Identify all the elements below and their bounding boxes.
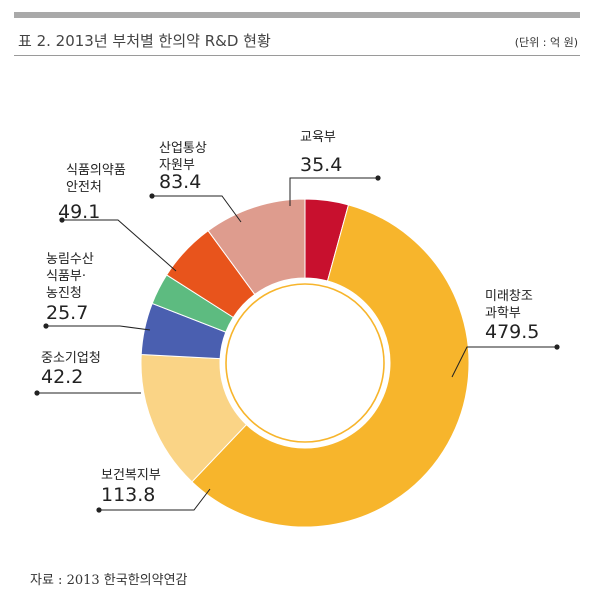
- slice-label: 식품의약품 안전처: [66, 163, 126, 195]
- leader-line: [99, 488, 211, 511]
- slice-label: 미래창조 과학부: [485, 289, 533, 321]
- donut-slice: [207, 198, 306, 296]
- slice-value-label: 49.1: [58, 201, 100, 223]
- slice-label: 산업통상 자원부: [159, 141, 207, 173]
- leader-dot: [43, 323, 49, 329]
- leader-dot: [149, 193, 155, 199]
- leader-dot: [59, 217, 65, 223]
- top-rule: [14, 12, 580, 18]
- leader-dot: [554, 344, 560, 350]
- donut-slice: [191, 204, 470, 528]
- source-note: 자료 : 2013 한국한의약연감: [30, 573, 188, 588]
- unit-note: (단위 : 억 원): [514, 36, 578, 49]
- inner-ring: [225, 283, 385, 443]
- leader-line: [46, 325, 151, 331]
- slice-label: 교육부: [300, 130, 336, 145]
- slice-value-label: 83.4: [159, 171, 201, 193]
- slice-label: 보건복지부: [101, 468, 161, 483]
- leader-line: [152, 195, 242, 223]
- slice-label: 중소기업청: [41, 351, 101, 366]
- leader-line: [62, 219, 177, 272]
- slice-value-label: 42.2: [41, 366, 83, 388]
- leader-dot: [96, 507, 102, 513]
- leader-line: [289, 177, 378, 206]
- leader-line: [451, 346, 557, 378]
- leader-dot: [34, 390, 40, 396]
- slice-value-label: 35.4: [300, 154, 342, 176]
- leader-dot: [375, 175, 381, 181]
- slice-value-label: 25.7: [46, 302, 88, 324]
- slice-value-label: 113.8: [101, 484, 155, 506]
- page-title: 표 2. 2013년 부처별 한의약 R&D 현황: [18, 32, 271, 50]
- slice-value-label: 479.5: [485, 321, 539, 343]
- title-rule: [14, 55, 580, 56]
- slice-label: 농림수산 식품부· 농진청: [46, 252, 94, 301]
